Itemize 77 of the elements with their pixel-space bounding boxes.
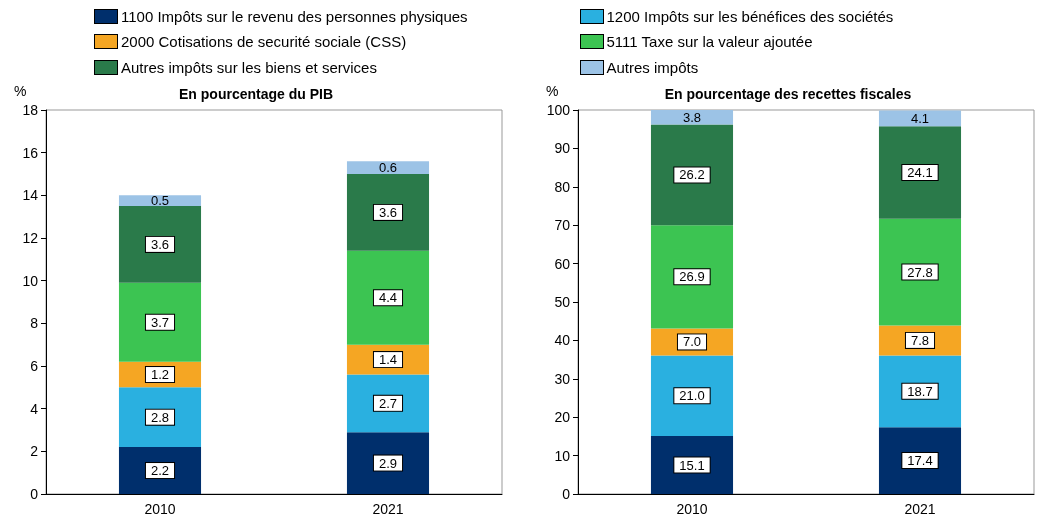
y-tick-label: 30 — [554, 370, 571, 387]
x-tick-label: 2010 — [676, 501, 708, 517]
bar — [346, 250, 430, 345]
data-label: 1.2 — [150, 367, 170, 383]
y-tick-label: 2 — [30, 443, 39, 460]
y-tick-label: 4 — [30, 400, 39, 417]
y-tick-label: 8 — [30, 315, 39, 332]
x-tick-label: 2021 — [904, 501, 936, 517]
bar — [346, 174, 430, 251]
bar — [650, 124, 734, 226]
legend-label: Autres impôts — [606, 59, 699, 77]
bar — [650, 355, 734, 437]
bar — [878, 355, 962, 428]
legend-label: 2000 Cotisations de securité sociale (CSS) — [121, 33, 407, 51]
data-label: 3.6 — [150, 236, 170, 252]
y-tick-label: 70 — [554, 217, 571, 234]
y-tick-label: 40 — [554, 332, 571, 349]
data-label: 4.1 — [910, 110, 930, 126]
data-label: 17.4 — [907, 453, 933, 469]
y-tick-label: 80 — [554, 178, 571, 195]
y-tick-label: 0 — [30, 486, 39, 502]
y-tick-label: 18 — [22, 102, 39, 118]
bar — [346, 432, 430, 494]
data-label: 2.8 — [150, 409, 170, 425]
bar — [878, 218, 962, 326]
data-label: 15.1 — [679, 457, 705, 473]
data-label: 7.8 — [910, 332, 930, 348]
data-label: 0.6 — [378, 160, 398, 176]
y-tick-label: 6 — [30, 358, 39, 374]
legend-label: 1200 Impôts sur les bénéfices des sociétés — [606, 7, 894, 25]
data-label: 0.5 — [150, 193, 170, 209]
data-label: 21.0 — [679, 388, 705, 404]
data-label: 26.2 — [679, 167, 705, 183]
legend-label: 5111 Taxe sur la valeur ajoutée — [606, 33, 813, 51]
bar — [118, 387, 202, 448]
x-tick-label: 2010 — [144, 501, 176, 517]
chart-title: En pourcentage du PIB — [178, 86, 334, 102]
data-label: 3.8 — [682, 109, 702, 125]
data-label: 1.4 — [378, 352, 398, 368]
data-label: 4.4 — [378, 290, 398, 306]
y-tick-label: 0 — [562, 486, 571, 502]
y-tick-label: 10 — [22, 272, 39, 289]
bar — [118, 206, 202, 283]
data-label: 3.6 — [378, 204, 398, 220]
y-tick-label: 60 — [554, 255, 571, 272]
bar — [118, 195, 202, 206]
y-tick-label: 12 — [22, 230, 39, 246]
y-tick-label: 50 — [554, 294, 571, 310]
y-tick-label: 16 — [22, 144, 39, 161]
data-label: 18.7 — [907, 383, 933, 399]
bar — [650, 110, 734, 125]
data-label: 7.0 — [682, 334, 702, 350]
data-label: 27.8 — [907, 264, 933, 280]
y-axis-title: % — [546, 83, 559, 99]
bar — [878, 110, 962, 127]
y-tick-label: 90 — [554, 140, 571, 157]
y-axis-title: % — [14, 83, 27, 99]
bar — [878, 126, 962, 219]
bar — [118, 282, 202, 362]
y-tick-label: 20 — [554, 409, 571, 426]
y-tick-label: 10 — [554, 447, 571, 464]
chart-title: En pourcentage des recettes fiscales — [664, 86, 912, 102]
legend-label: 1100 Impôts sur le revenu des personnes physiques — [121, 7, 468, 25]
legend-label: Autres impôts sur les biens et services — [121, 59, 377, 77]
data-label: 3.7 — [150, 314, 170, 330]
data-label: 24.1 — [907, 164, 933, 180]
data-label: 2.2 — [150, 463, 170, 479]
bar — [878, 427, 962, 494]
data-label: 2.9 — [378, 455, 398, 471]
bar — [346, 161, 430, 174]
x-tick-label: 2021 — [372, 501, 404, 517]
data-label: 2.7 — [378, 395, 398, 411]
bar — [346, 374, 430, 433]
data-label: 26.9 — [679, 269, 705, 285]
y-tick-label: 100 — [546, 102, 571, 118]
y-tick-label: 14 — [22, 187, 39, 204]
bar — [650, 225, 734, 329]
